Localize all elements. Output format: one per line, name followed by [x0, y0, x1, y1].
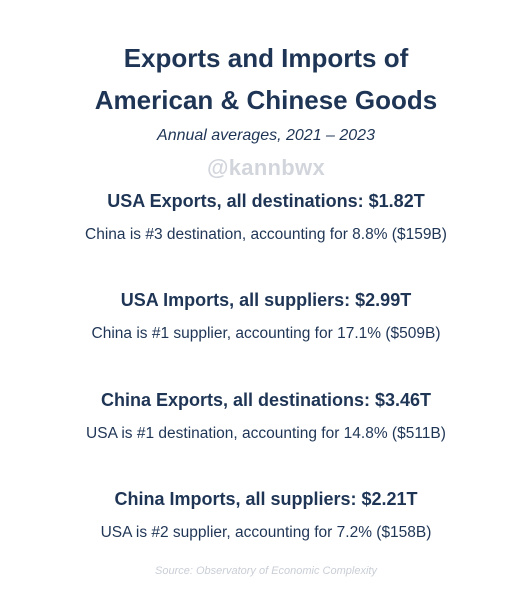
usa-imports-heading: USA Imports, all suppliers: $2.99T	[120, 290, 412, 310]
title-line-2: American & Chinese Goods	[94, 85, 438, 115]
china-imports-heading: China Imports, all suppliers: $2.21T	[114, 489, 418, 509]
usa-exports-detail: China is #3 destination, accounting for …	[85, 226, 447, 243]
china-exports-detail: USA is #1 destination, accounting for 14…	[86, 425, 446, 442]
subtitle: Annual averages, 2021 – 2023	[157, 127, 375, 144]
china-exports-heading: China Exports, all destinations: $3.46T	[100, 390, 432, 410]
watermark: @kannbwx	[207, 155, 325, 180]
usa-imports-detail: China is #1 supplier, accounting for 17.…	[91, 325, 441, 342]
title-line-1: Exports and Imports of	[123, 43, 409, 73]
china-imports-detail: USA is #2 supplier, accounting for 7.2% …	[100, 524, 432, 541]
source-note: Source: Observatory of Economic Complexi…	[155, 565, 377, 577]
usa-exports-heading: USA Exports, all destinations: $1.82T	[107, 191, 425, 211]
